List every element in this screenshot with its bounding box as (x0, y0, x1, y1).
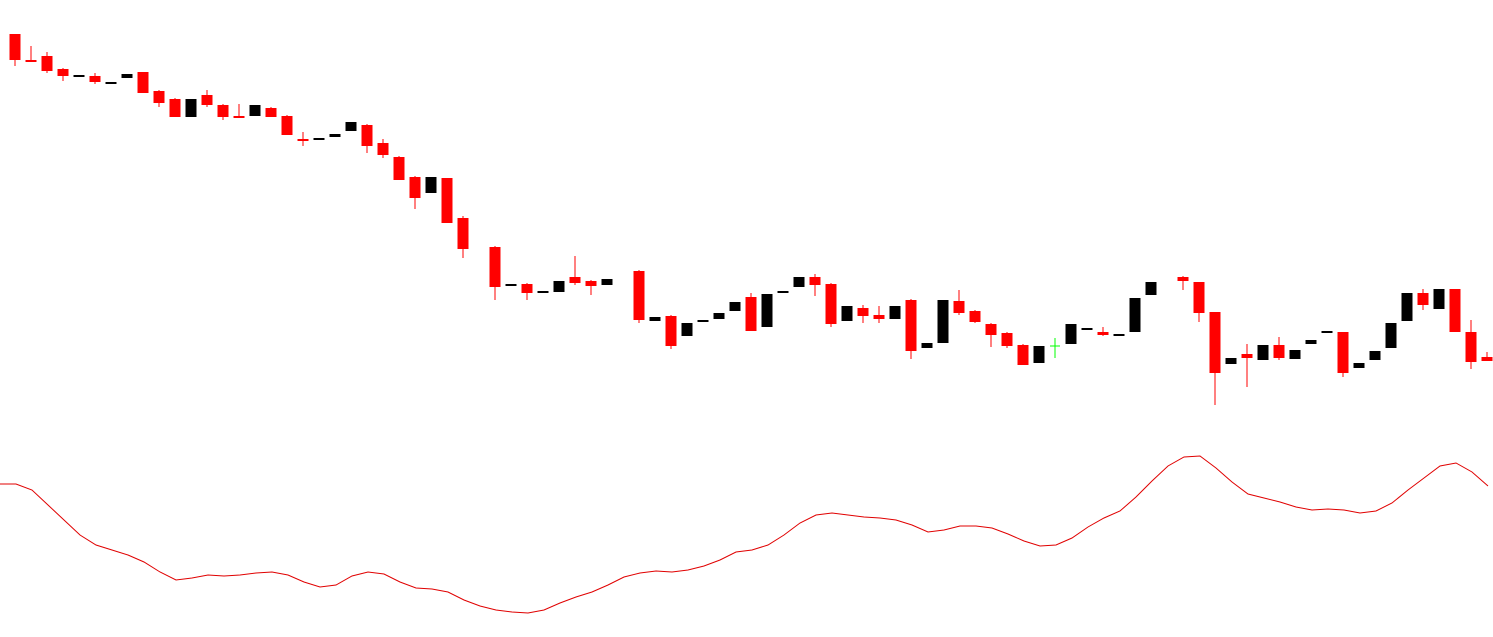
candle-body (969, 311, 981, 322)
candle-body (233, 116, 245, 118)
candle-body (713, 313, 725, 319)
candle-body (665, 316, 677, 346)
candle-body (489, 247, 501, 287)
candle-body (201, 95, 213, 105)
candle-body (633, 271, 645, 320)
candle-body (1097, 332, 1109, 335)
candle-body (457, 218, 469, 249)
candle-body (857, 308, 869, 316)
candle-body (809, 277, 821, 285)
candle-body (393, 157, 405, 180)
candle-body (1385, 323, 1397, 348)
candle-body (425, 177, 437, 193)
candle-body (345, 122, 357, 131)
candle-body (137, 72, 149, 93)
candle-body (57, 69, 69, 76)
candle-body (265, 108, 277, 117)
candle-body (729, 302, 741, 311)
candle-body (553, 281, 565, 292)
candle-body (73, 75, 85, 77)
candle-body (281, 116, 293, 135)
candle-body (1337, 332, 1349, 373)
candle-body (1481, 357, 1493, 361)
candle-body (361, 125, 373, 146)
candle-body (569, 277, 581, 283)
candle-body (1225, 358, 1237, 364)
candle-body (1145, 282, 1157, 295)
candle-body (1369, 351, 1381, 360)
candle-body (1401, 293, 1413, 321)
candle-body (1177, 277, 1189, 281)
candle-body (9, 34, 21, 60)
candle-body (1017, 345, 1029, 365)
candle-body (761, 294, 773, 327)
candle-body (537, 291, 549, 293)
candle-body (825, 284, 837, 324)
candle-body (185, 99, 197, 117)
candle-body (1241, 354, 1253, 358)
candle-body (905, 300, 917, 351)
indicator-line (0, 455, 1489, 614)
candle-body (1465, 332, 1477, 362)
candle-body (649, 317, 661, 321)
candle-body (121, 74, 133, 78)
candle-body (1129, 298, 1141, 332)
candle-body (1257, 345, 1269, 360)
candle-body (1081, 328, 1093, 330)
candle-body (1433, 289, 1445, 309)
candle-body (601, 279, 613, 285)
candle-body (937, 300, 949, 343)
candle-body (1113, 334, 1125, 336)
candle-body (1065, 324, 1077, 344)
candle-body (873, 315, 885, 319)
candle-body (313, 138, 325, 140)
candle-body (777, 291, 789, 293)
candle-body (585, 281, 597, 286)
candle-body (41, 56, 53, 71)
candle-body (889, 306, 901, 319)
candle-body (1289, 350, 1301, 359)
candle-body (521, 284, 533, 293)
candle-body (953, 301, 965, 313)
candle-body (1209, 312, 1221, 373)
candle-body (1001, 333, 1013, 346)
candle-body (249, 105, 261, 116)
candle-body (505, 284, 517, 286)
candle-body (1273, 345, 1285, 358)
candle-body (921, 343, 933, 348)
candle-body (1321, 331, 1333, 333)
candle-body (1353, 363, 1365, 368)
candle-body (377, 143, 389, 155)
candle-body (985, 324, 997, 335)
candle-body (153, 91, 165, 103)
candle-body (793, 277, 805, 287)
candle-body (217, 105, 229, 117)
candle-body (1193, 282, 1205, 313)
candle-body (745, 297, 757, 331)
candle-body (841, 306, 853, 321)
candle-body (1305, 340, 1317, 344)
candle-body (681, 323, 693, 336)
candle-body (89, 76, 101, 82)
candle-body (1417, 293, 1429, 305)
candle-body (441, 178, 453, 223)
candle-body (105, 82, 117, 84)
candle-body (297, 139, 309, 141)
candle-body (25, 60, 37, 62)
candle-body (1033, 346, 1045, 363)
candle-body (409, 177, 421, 198)
candle-body (329, 134, 341, 137)
candle-body (169, 99, 181, 117)
candle-body (697, 320, 709, 322)
candle-body (1449, 289, 1461, 332)
